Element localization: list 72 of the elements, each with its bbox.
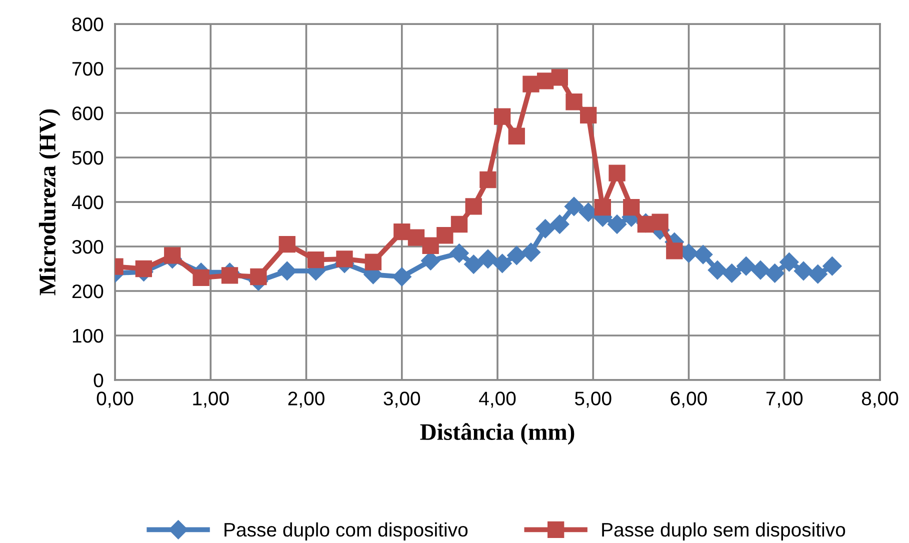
y-tick-label: 0	[94, 373, 104, 388]
point	[765, 264, 784, 283]
y-tick-label: 200	[72, 284, 104, 298]
point	[580, 106, 597, 124]
point	[522, 76, 540, 92]
y-tick-label: 500	[72, 150, 104, 165]
legend-label: Passe duplo com dispositivo	[224, 522, 468, 540]
y-axis-title: Microdureza (HV)	[38, 109, 60, 296]
y-tick-label: 400	[72, 195, 104, 210]
point	[450, 216, 468, 233]
point	[794, 261, 814, 281]
point	[551, 69, 568, 86]
point	[408, 229, 425, 246]
point	[492, 254, 512, 273]
point	[708, 260, 727, 280]
point	[278, 236, 296, 253]
point	[507, 246, 526, 265]
point	[822, 256, 842, 276]
x-tick-label: 4,00	[479, 392, 516, 408]
point	[392, 267, 412, 286]
x-tick-label: 6,00	[670, 392, 707, 408]
point	[364, 254, 382, 270]
point	[250, 268, 267, 286]
y-tick-label: 300	[72, 240, 104, 254]
y-tick-label: 100	[72, 328, 104, 343]
x-tick-label: 3,00	[384, 392, 420, 408]
x-tick-label: 2,00	[288, 392, 324, 408]
point	[608, 214, 627, 234]
point	[666, 242, 683, 260]
point	[594, 199, 612, 216]
point	[564, 196, 584, 216]
point	[652, 214, 668, 230]
point	[694, 244, 713, 264]
x-tick-label: 0,00	[96, 392, 134, 408]
x-tick-label: 8,00	[862, 392, 898, 408]
point	[478, 249, 498, 268]
point	[521, 242, 540, 262]
point	[192, 269, 210, 286]
point	[450, 244, 469, 263]
point	[278, 261, 297, 281]
point	[536, 72, 554, 90]
point	[566, 94, 582, 110]
legend-label: Passe duplo sem dispositivo	[602, 522, 846, 540]
point	[494, 108, 511, 125]
point	[722, 264, 742, 283]
point	[436, 227, 454, 244]
point	[536, 219, 555, 238]
x-tick-label: 7,00	[766, 392, 803, 408]
point	[736, 256, 756, 276]
point	[508, 128, 525, 144]
point	[422, 237, 439, 254]
point	[808, 264, 828, 284]
point	[465, 198, 482, 215]
point	[164, 247, 181, 264]
point	[307, 252, 324, 268]
y-tick-label: 700	[72, 62, 104, 76]
point	[750, 260, 770, 280]
point	[221, 267, 238, 284]
point	[780, 252, 799, 272]
point	[480, 171, 496, 188]
point	[608, 164, 626, 182]
point	[464, 254, 484, 274]
y-tick-label: 800	[72, 17, 104, 32]
point	[135, 260, 152, 278]
point	[550, 214, 570, 234]
x-axis-title: Distância (mm)	[420, 423, 574, 445]
point	[394, 223, 410, 240]
x-tick-label: 1,00	[193, 392, 229, 408]
x-tick-label: 5,00	[574, 392, 612, 408]
point	[623, 199, 640, 216]
point	[336, 250, 353, 268]
y-tick-label: 600	[72, 106, 104, 120]
